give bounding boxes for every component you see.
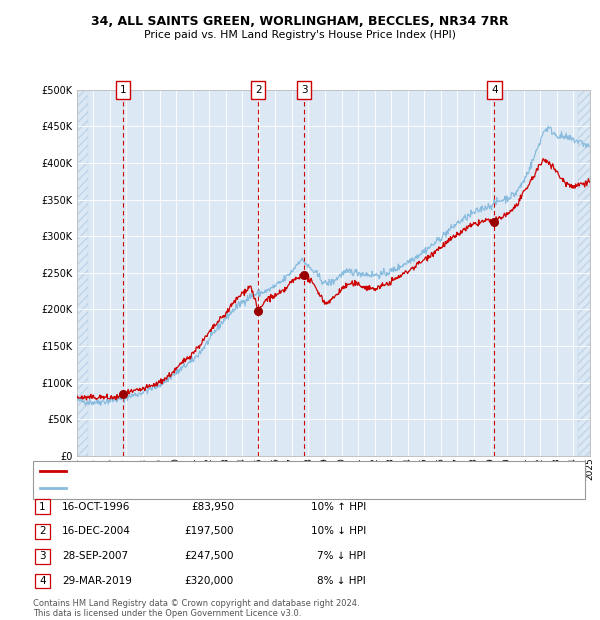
Text: 1: 1 <box>119 85 126 95</box>
Text: Contains HM Land Registry data © Crown copyright and database right 2024.: Contains HM Land Registry data © Crown c… <box>33 600 359 608</box>
Bar <box>77 90 88 456</box>
Text: 10% ↓ HPI: 10% ↓ HPI <box>311 526 366 536</box>
Text: 4: 4 <box>39 576 46 586</box>
Text: 7% ↓ HPI: 7% ↓ HPI <box>317 551 366 561</box>
Text: 16-DEC-2004: 16-DEC-2004 <box>62 526 131 536</box>
Text: £247,500: £247,500 <box>185 551 234 561</box>
Text: 16-OCT-1996: 16-OCT-1996 <box>62 502 130 512</box>
Text: Price paid vs. HM Land Registry's House Price Index (HPI): Price paid vs. HM Land Registry's House … <box>144 30 456 40</box>
Bar <box>578 90 590 456</box>
Text: £197,500: £197,500 <box>185 526 234 536</box>
Text: 28-SEP-2007: 28-SEP-2007 <box>62 551 128 561</box>
Text: 4: 4 <box>491 85 498 95</box>
Text: 2: 2 <box>39 526 46 536</box>
Text: 29-MAR-2019: 29-MAR-2019 <box>62 576 131 586</box>
Text: HPI: Average price, detached house, East Suffolk: HPI: Average price, detached house, East… <box>71 484 314 494</box>
Text: 8% ↓ HPI: 8% ↓ HPI <box>317 576 366 586</box>
Text: £320,000: £320,000 <box>185 576 234 586</box>
Text: 34, ALL SAINTS GREEN, WORLINGHAM, BECCLES, NR34 7RR (detached house): 34, ALL SAINTS GREEN, WORLINGHAM, BECCLE… <box>71 466 460 476</box>
Text: £83,950: £83,950 <box>191 502 234 512</box>
Text: 10% ↑ HPI: 10% ↑ HPI <box>311 502 366 512</box>
Text: 3: 3 <box>39 551 46 561</box>
Text: 3: 3 <box>301 85 307 95</box>
Text: 34, ALL SAINTS GREEN, WORLINGHAM, BECCLES, NR34 7RR: 34, ALL SAINTS GREEN, WORLINGHAM, BECCLE… <box>91 15 509 27</box>
Text: 1: 1 <box>39 502 46 512</box>
Text: This data is licensed under the Open Government Licence v3.0.: This data is licensed under the Open Gov… <box>33 609 301 618</box>
Text: 2: 2 <box>255 85 262 95</box>
